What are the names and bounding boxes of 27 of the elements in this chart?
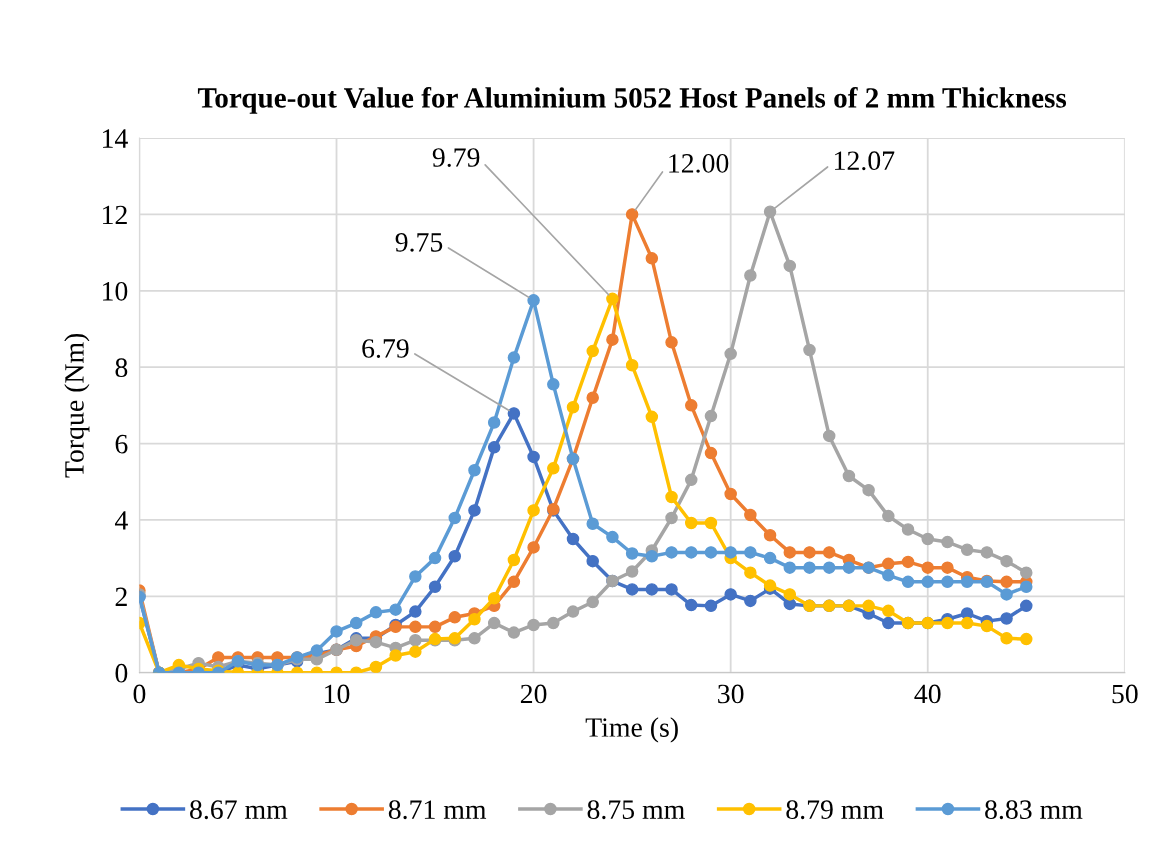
legend-label: 8.75 mm	[587, 800, 685, 820]
x-tick-label: 30	[718, 684, 744, 704]
legend-label: 8.71 mm	[388, 800, 487, 820]
y-tick-label: 14	[102, 129, 128, 148]
legend-label: 8.67 mm	[190, 800, 288, 820]
annotation: 12.00	[669, 153, 729, 173]
y-tick-label: 12	[102, 205, 127, 225]
y-tick-label: 0	[115, 663, 128, 683]
x-tick-label: 40	[914, 684, 941, 704]
annotation: 6.79	[362, 339, 409, 358]
y-tick-label: 4	[114, 511, 128, 530]
chart-title: Torque-out Value for Aluminium 5052 Host Panels of 2 mm Thickness	[197, 86, 1067, 114]
y-tick-label: 2	[115, 587, 127, 606]
annotation: 9.75	[395, 233, 443, 252]
legend-label: 8.83 mm	[985, 800, 1083, 820]
x-tick-label: 0	[133, 684, 146, 704]
x-tick-label: 20	[520, 684, 547, 704]
annotation: 9.79	[432, 148, 480, 167]
y-axis-title: Torque (Nm)	[64, 333, 90, 478]
y-tick-label: 8	[115, 358, 128, 378]
x-tick-label: 10	[325, 684, 350, 704]
x-tick-label: 50	[1112, 684, 1138, 704]
legend-label: 8.79 mm	[786, 800, 884, 820]
annotation: 12.07	[835, 151, 895, 171]
y-tick-label: 6	[115, 434, 128, 454]
x-axis-title: Time (s)	[585, 717, 678, 743]
y-tick-label: 10	[102, 281, 128, 301]
